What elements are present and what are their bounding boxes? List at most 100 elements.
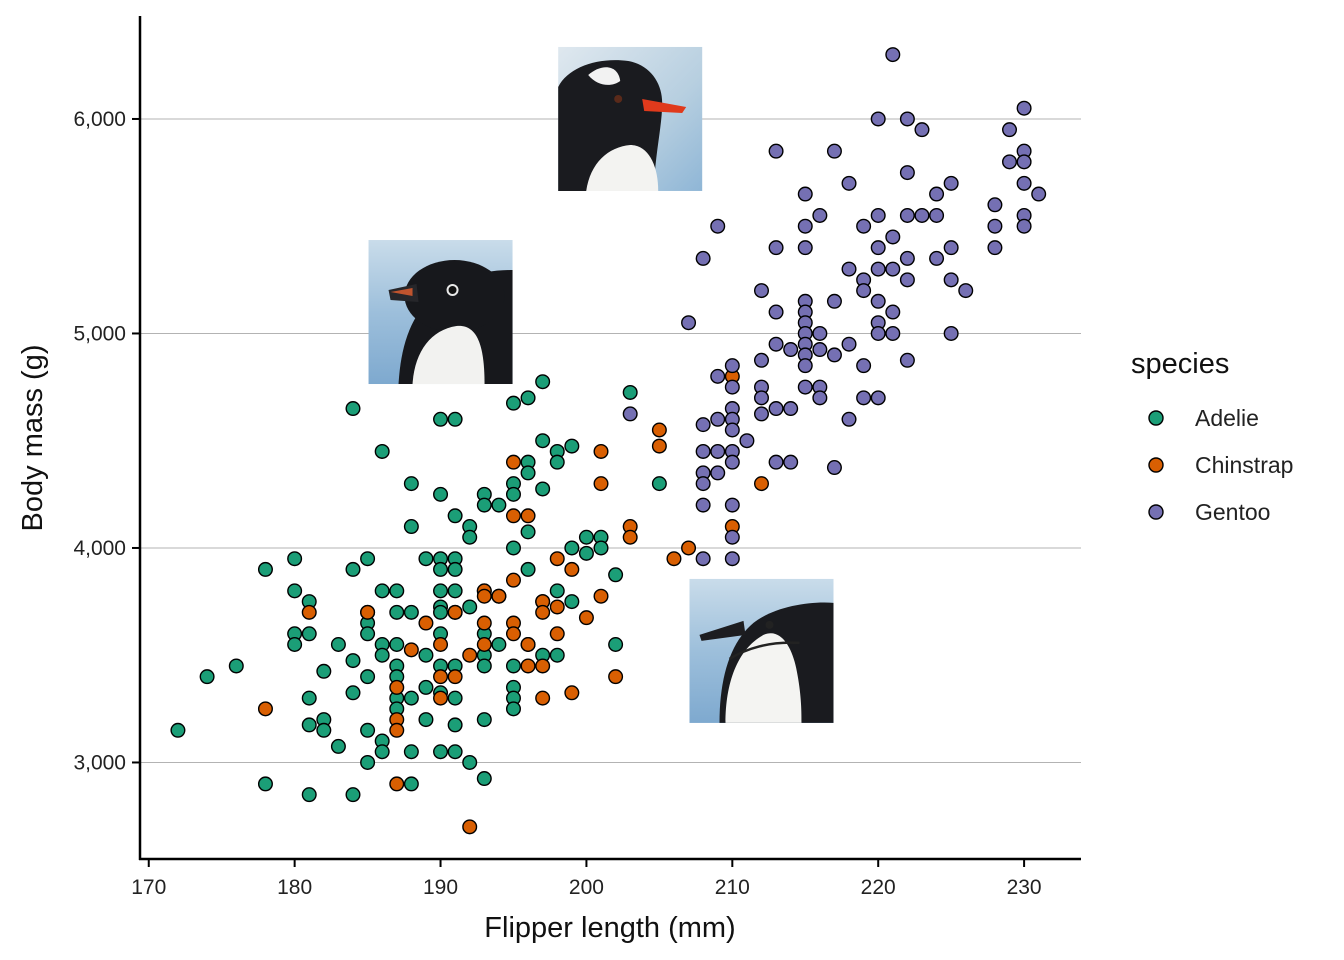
data-point-gentoo	[1002, 154, 1018, 170]
x-tick-label: 170	[131, 876, 166, 899]
data-point-chinstrap	[491, 588, 507, 604]
data-point-gentoo	[841, 175, 857, 191]
data-point-gentoo	[797, 186, 813, 202]
data-point-adelie	[389, 604, 405, 620]
data-point-adelie	[491, 636, 507, 652]
data-point-adelie	[360, 722, 376, 738]
data-point-adelie	[403, 744, 419, 760]
data-point-gentoo	[870, 111, 886, 127]
data-point-gentoo	[885, 47, 901, 63]
data-point-gentoo	[870, 261, 886, 277]
data-point-gentoo	[885, 229, 901, 245]
data-point-adelie	[608, 567, 624, 583]
data-point-gentoo	[1016, 100, 1032, 116]
data-point-adelie	[535, 374, 551, 390]
data-point-gentoo	[885, 304, 901, 320]
data-point-adelie	[360, 551, 376, 567]
data-point-gentoo	[841, 336, 857, 352]
data-point-gentoo	[826, 460, 842, 476]
data-point-chinstrap	[505, 626, 521, 642]
data-point-chinstrap	[433, 636, 449, 652]
legend-key-chinstrap	[1148, 457, 1164, 473]
data-point-gentoo	[899, 165, 915, 181]
y-tick-label: 4,000	[73, 537, 126, 560]
data-point-adelie	[549, 454, 565, 470]
data-point-adelie	[345, 653, 361, 669]
data-point-chinstrap	[505, 454, 521, 470]
data-point-adelie	[418, 551, 434, 567]
data-point-adelie	[462, 754, 478, 770]
data-point-adelie	[505, 486, 521, 502]
y-axis-title: Body mass (g)	[17, 345, 49, 532]
data-point-gentoo	[768, 143, 784, 159]
data-point-adelie	[520, 524, 536, 540]
data-point-gentoo	[783, 454, 799, 470]
data-point-adelie	[389, 636, 405, 652]
data-point-adelie	[301, 626, 317, 642]
data-point-adelie	[520, 561, 536, 577]
x-tick-label: 220	[861, 876, 896, 899]
data-point-gentoo	[783, 342, 799, 358]
data-point-chinstrap	[505, 572, 521, 588]
data-point-adelie	[418, 712, 434, 728]
data-point-adelie	[403, 476, 419, 492]
data-point-gentoo	[1016, 218, 1032, 234]
series-adelie	[170, 374, 667, 803]
data-point-chinstrap	[301, 604, 317, 620]
data-point-adelie	[593, 540, 609, 556]
data-point-gentoo	[1016, 154, 1032, 170]
data-point-adelie	[476, 497, 492, 513]
data-point-chinstrap	[535, 690, 551, 706]
data-point-gentoo	[987, 218, 1003, 234]
data-point-adelie	[301, 690, 317, 706]
data-point-adelie	[447, 411, 463, 427]
data-point-adelie	[462, 529, 478, 545]
data-point-gentoo	[753, 283, 769, 299]
data-point-gentoo	[899, 111, 915, 127]
data-point-gentoo	[899, 272, 915, 288]
data-point-adelie	[447, 717, 463, 733]
data-point-adelie	[549, 583, 565, 599]
data-point-adelie	[564, 438, 580, 454]
data-point-adelie	[505, 701, 521, 717]
data-point-adelie	[257, 776, 273, 792]
data-point-chinstrap	[622, 529, 638, 545]
data-point-gentoo	[841, 261, 857, 277]
data-point-gentoo	[943, 325, 959, 341]
data-point-gentoo	[870, 390, 886, 406]
data-point-adelie	[316, 722, 332, 738]
data-point-gentoo	[797, 379, 813, 395]
data-point-gentoo	[768, 336, 784, 352]
data-point-adelie	[447, 583, 463, 599]
data-point-adelie	[476, 658, 492, 674]
y-tick-label: 6,000	[73, 108, 126, 131]
data-point-gentoo	[812, 207, 828, 223]
data-point-gentoo	[768, 454, 784, 470]
data-point-chinstrap	[651, 438, 667, 454]
data-point-gentoo	[710, 411, 726, 427]
data-point-adelie	[316, 663, 332, 679]
data-point-adelie	[360, 669, 376, 685]
data-point-gentoo	[914, 207, 930, 223]
data-point-gentoo	[724, 529, 740, 545]
data-point-adelie	[228, 658, 244, 674]
data-point-adelie	[403, 604, 419, 620]
data-point-chinstrap	[447, 604, 463, 620]
data-point-gentoo	[797, 358, 813, 374]
data-point-gentoo	[899, 352, 915, 368]
legend-title: species	[1131, 348, 1229, 380]
data-point-chinstrap	[476, 636, 492, 652]
data-point-gentoo	[826, 293, 842, 309]
data-point-gentoo	[710, 368, 726, 384]
data-point-adelie	[564, 540, 580, 556]
data-point-gentoo	[1031, 186, 1047, 202]
data-point-adelie	[403, 690, 419, 706]
data-point-adelie	[418, 679, 434, 695]
data-point-gentoo	[987, 197, 1003, 213]
data-point-chinstrap	[535, 658, 551, 674]
species-images	[368, 46, 834, 723]
data-point-gentoo	[695, 417, 711, 433]
data-point-gentoo	[856, 358, 872, 374]
data-point-gentoo	[695, 497, 711, 513]
data-point-adelie	[330, 636, 346, 652]
